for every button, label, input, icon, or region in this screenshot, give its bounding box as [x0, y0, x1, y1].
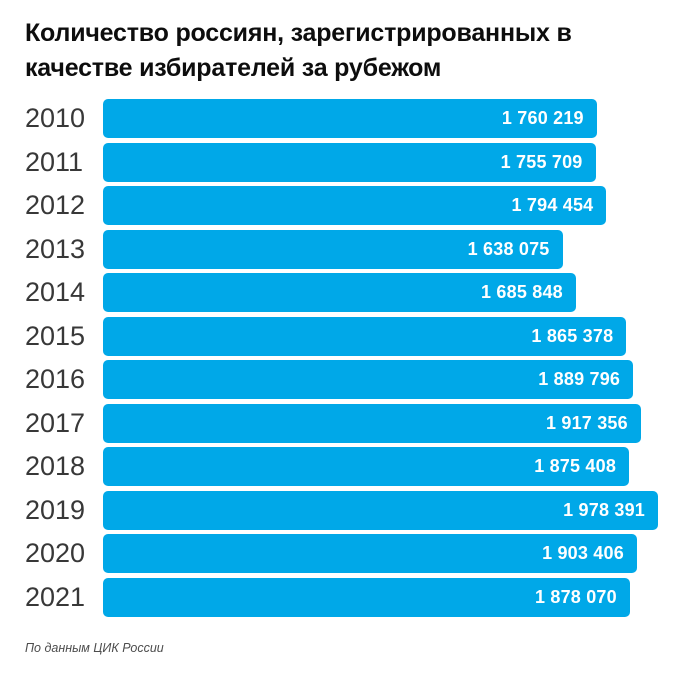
bar-track: 1 760 219 [103, 99, 658, 138]
value-label: 1 755 709 [500, 151, 583, 172]
value-label: 1 638 075 [467, 238, 550, 259]
bar-track: 1 685 848 [103, 273, 658, 312]
value-label: 1 760 219 [501, 108, 584, 128]
year-label: 2011 [25, 146, 84, 177]
value-label: 1 889 796 [538, 369, 621, 389]
chart-row: 2014 1 685 848 [25, 273, 697, 312]
year-label: 2021 [25, 581, 86, 612]
bar-track: 1 878 070 [103, 577, 658, 617]
bar: 1 865 378 [103, 316, 627, 356]
year-label: 2017 [25, 407, 86, 438]
chart-row: 2016 1 889 796 [25, 360, 697, 399]
year-label: 2015 [25, 320, 86, 351]
chart-row: 2018 1 875 408 [25, 447, 697, 486]
bar: 1 889 796 [103, 360, 634, 399]
bar-track: 1 865 378 [103, 316, 658, 356]
source-note: По данным ЦИК России [25, 640, 164, 655]
bar: 1 685 848 [103, 273, 576, 312]
bar: 1 794 454 [103, 186, 607, 225]
year-label: 2012 [25, 190, 86, 220]
bar: 1 755 709 [103, 142, 596, 182]
year-label: 2019 [25, 494, 86, 525]
year-label: 2020 [25, 538, 86, 568]
bar-track: 1 978 391 [103, 490, 658, 530]
chart-row: 2021 1 878 070 [25, 577, 697, 617]
chart-row: 2013 1 638 075 [25, 229, 697, 269]
value-label: 1 978 391 [563, 499, 645, 520]
bar: 1 903 406 [103, 534, 637, 573]
chart-title: Количество россиян, зарегистрированных в… [25, 19, 572, 82]
value-label: 1 794 454 [511, 195, 594, 215]
bar: 1 638 075 [103, 229, 563, 269]
bar: 1 875 408 [103, 447, 630, 486]
value-label: 1 917 356 [545, 412, 628, 433]
bar: 1 917 356 [103, 403, 641, 443]
bar-track: 1 794 454 [103, 186, 658, 225]
value-label: 1 878 070 [534, 586, 617, 607]
bar-track: 1 917 356 [103, 403, 658, 443]
year-label: 2013 [25, 233, 86, 264]
chart-row: 2017 1 917 356 [25, 403, 697, 443]
bar-track: 1 755 709 [103, 142, 658, 182]
bar: 1 978 391 [103, 490, 658, 530]
year-label: 2018 [25, 451, 86, 481]
bar-chart: 2010 1 760 219 2011 1 755 709 2012 1 794… [25, 99, 697, 617]
value-label: 1 865 378 [531, 325, 614, 346]
value-label: 1 903 406 [542, 543, 624, 563]
bar-track: 1 889 796 [103, 360, 658, 399]
chart-row: 2011 1 755 709 [25, 142, 697, 182]
bar-track: 1 638 075 [103, 229, 658, 269]
value-label: 1 685 848 [481, 282, 563, 302]
year-label: 2016 [25, 364, 86, 394]
bar-track: 1 875 408 [103, 447, 658, 486]
bar-track: 1 903 406 [103, 534, 658, 573]
chart-row: 2020 1 903 406 [25, 534, 697, 573]
year-label: 2014 [25, 277, 86, 307]
bar: 1 878 070 [103, 577, 630, 617]
year-label: 2010 [25, 103, 86, 133]
chart-row: 2015 1 865 378 [25, 316, 697, 356]
chart-row: 2019 1 978 391 [25, 490, 697, 530]
bar: 1 760 219 [103, 99, 597, 138]
chart-row: 2012 1 794 454 [25, 186, 697, 225]
chart-row: 2010 1 760 219 [25, 99, 697, 138]
value-label: 1 875 408 [534, 456, 617, 476]
